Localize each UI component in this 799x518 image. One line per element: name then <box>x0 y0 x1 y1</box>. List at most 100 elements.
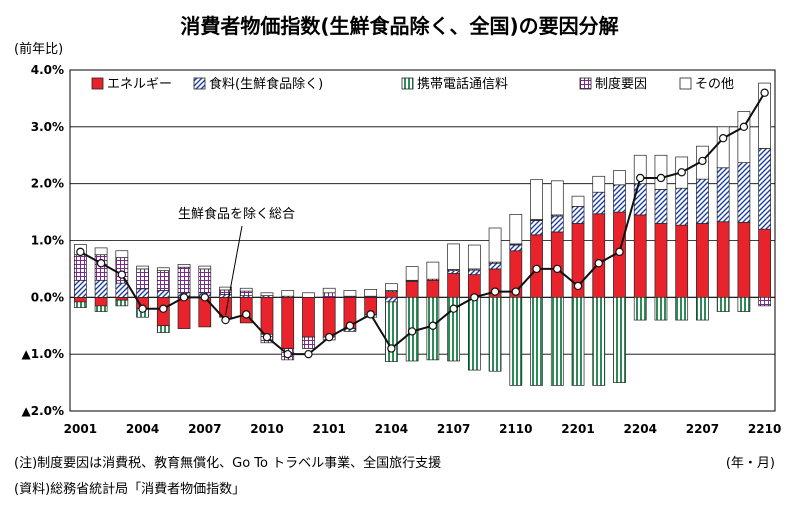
bar-segment <box>322 292 336 298</box>
bar-segment <box>571 206 585 224</box>
total-point <box>615 247 624 257</box>
bar-segment <box>239 287 253 292</box>
bar-segment <box>177 264 191 268</box>
bar-segment <box>115 296 129 301</box>
y-tick-label: ▲2.0% <box>21 404 64 418</box>
total-series-line <box>79 92 766 356</box>
axes: 4.0% 3.0% 2.0% 1.0% 0.0% ▲1.0% ▲2.0%2001 2004 20… <box>21 63 781 436</box>
bar-segment <box>571 296 585 386</box>
bar-segment <box>94 247 108 256</box>
bar-segment <box>405 266 419 281</box>
bars <box>74 82 771 386</box>
x-tick-label: 2101 <box>312 422 345 436</box>
bar-segment <box>239 290 253 296</box>
y-tick-label: 4.0% <box>31 63 64 77</box>
x-tick-label: 2010 <box>250 422 283 436</box>
legend-swatch <box>91 77 104 90</box>
bar-segment <box>716 167 730 223</box>
bar-segment <box>260 292 274 296</box>
bar-segment <box>633 214 647 298</box>
y-tick-label: 0.0% <box>31 290 64 304</box>
total-point <box>490 287 500 296</box>
bar-segment <box>696 296 709 321</box>
bar-segment <box>467 296 481 371</box>
total-point <box>718 133 728 143</box>
bar-segment <box>696 178 709 224</box>
bar-segment <box>530 296 543 386</box>
total-point <box>511 287 521 296</box>
bar-segment <box>592 175 606 193</box>
x-tick-label: 2210 <box>748 422 781 436</box>
bar-segment <box>322 287 336 294</box>
bar-segment <box>156 270 170 291</box>
bar-segment <box>198 265 212 270</box>
plot-frame <box>69 69 776 412</box>
bar-segment <box>633 183 647 216</box>
bar-segment <box>488 227 502 263</box>
total-point <box>553 264 562 274</box>
bar-segment <box>675 224 689 298</box>
x-tick-label: 2204 <box>624 422 657 436</box>
legend-label: その他 <box>695 77 734 92</box>
legend-swatch <box>193 77 206 90</box>
total-point <box>242 310 251 319</box>
total-point <box>387 344 396 353</box>
bar-segment <box>260 296 274 335</box>
bar-segment <box>426 261 440 280</box>
bar-segment <box>592 213 606 298</box>
chart-title: 消費者物価指数(生鮮食品除く、全国)の要因分解 <box>180 14 619 38</box>
legend-label: 携帯電話通信料 <box>417 76 508 92</box>
bar-segment <box>405 281 419 298</box>
total-point <box>96 259 106 268</box>
total-point <box>159 304 168 313</box>
bar-segment <box>219 286 232 291</box>
bar-segment <box>654 189 668 224</box>
bar-segment <box>488 262 502 270</box>
bar-segment <box>550 296 564 386</box>
x-tick-label: 2104 <box>375 422 408 436</box>
bar-segment <box>716 126 730 169</box>
bar-segment <box>302 296 315 338</box>
total-point <box>470 293 479 302</box>
bar-segment <box>322 296 336 338</box>
bar-segment <box>530 179 543 220</box>
total-point <box>428 321 438 330</box>
total-point <box>739 122 749 132</box>
y-tick-label: ▲1.0% <box>21 347 64 361</box>
bar-segment <box>364 289 378 297</box>
total-point <box>636 173 645 183</box>
y-tick-label: 3.0% <box>31 120 64 134</box>
total-point <box>656 173 666 183</box>
bar-segment <box>94 296 108 307</box>
legend-swatch <box>401 77 414 90</box>
total-point <box>594 259 603 268</box>
bar-segment <box>758 148 771 230</box>
bar-segment <box>281 296 295 349</box>
bar-segment <box>136 268 149 290</box>
bar-segment <box>447 243 460 270</box>
x-tick-label: 2007 <box>188 422 221 436</box>
bar-segment <box>198 268 212 294</box>
legend-label: エネルギー <box>107 77 172 92</box>
bar-segment <box>385 296 398 303</box>
x-tick-label: 2004 <box>126 422 159 436</box>
total-point <box>449 304 458 313</box>
total-point <box>407 327 417 336</box>
bar-segment <box>633 296 647 321</box>
bar-segment <box>613 170 626 186</box>
total-point <box>573 281 583 291</box>
bar-segment <box>675 296 689 321</box>
bar-segment <box>654 223 668 298</box>
bar-segment <box>737 296 751 312</box>
bar-segment <box>613 296 626 383</box>
bar-segment <box>592 296 606 386</box>
total-point <box>179 293 189 302</box>
bar-segment <box>550 231 564 298</box>
bar-segment <box>654 154 668 190</box>
total-point <box>76 247 85 257</box>
bar-segment <box>74 279 87 298</box>
bar-segment <box>696 223 709 298</box>
x-tick-label: 2001 <box>64 422 97 436</box>
bar-segment <box>115 282 129 298</box>
